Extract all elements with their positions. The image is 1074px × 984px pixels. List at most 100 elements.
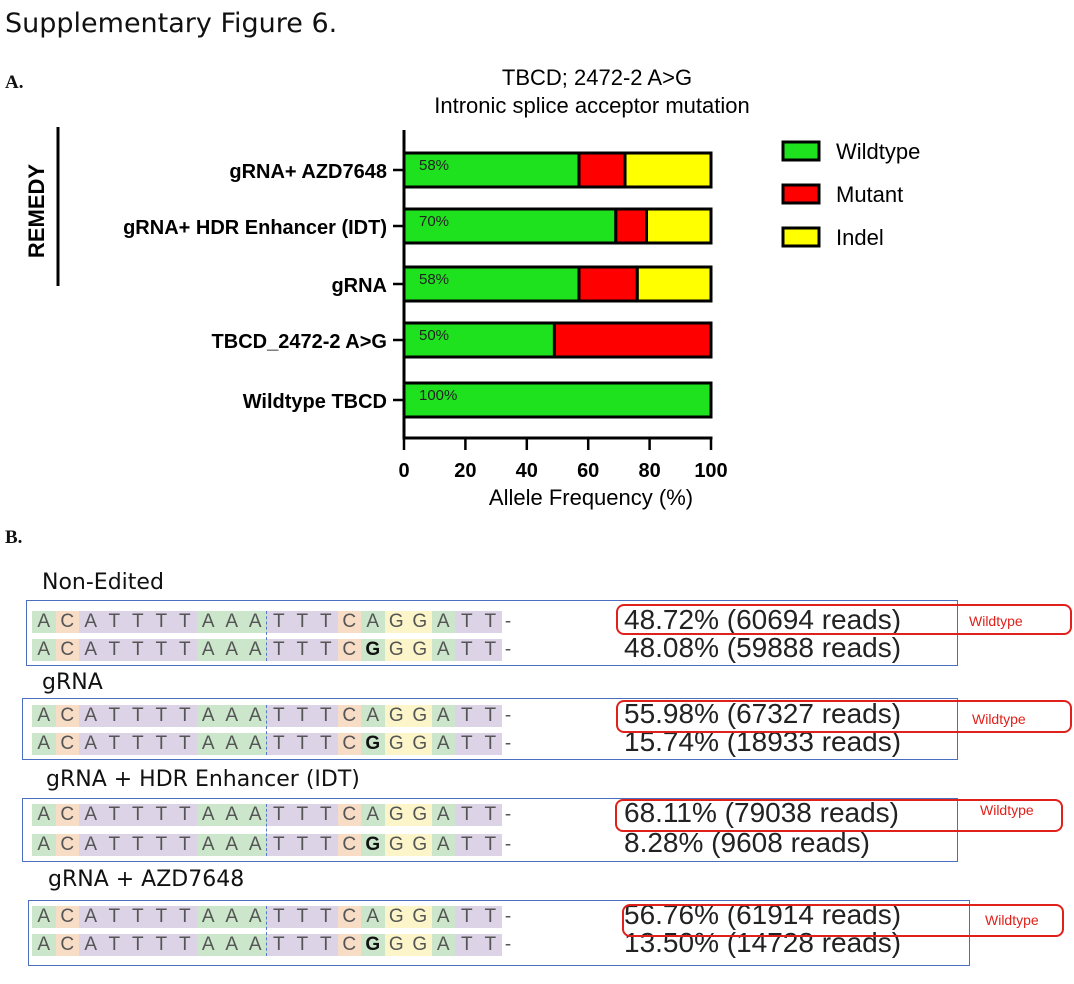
nucleotide: T: [149, 705, 173, 727]
nucleotide: T: [173, 611, 197, 633]
nucleotide: T: [455, 611, 479, 633]
nucleotide: G: [361, 934, 385, 956]
nucleotide: A: [79, 611, 103, 633]
nucleotide: T: [126, 733, 150, 755]
nucleotide: A: [79, 705, 103, 727]
nucleotide: T: [290, 804, 314, 826]
x-tick-label: 100: [694, 460, 727, 482]
nucleotide: C: [337, 639, 361, 661]
nucleotide: T: [173, 906, 197, 928]
nucleotide: T: [149, 934, 173, 956]
nucleotide: C: [55, 804, 79, 826]
nucleotide: A: [431, 804, 455, 826]
group-label: REMEDY: [24, 164, 49, 258]
nucleotide: T: [478, 733, 502, 755]
wildtype-highlight: [616, 700, 1072, 733]
nucleotide: T: [314, 834, 338, 856]
nucleotide: T: [478, 804, 502, 826]
nucleotide: T: [455, 639, 479, 661]
nucleotide: A: [220, 705, 244, 727]
nucleotide: T: [314, 934, 338, 956]
nucleotide: T: [126, 906, 150, 928]
nucleotide: G: [408, 639, 432, 661]
legend-label: Mutant: [836, 182, 903, 207]
bar-data-label: 58%: [419, 157, 449, 174]
nucleotide: A: [32, 906, 56, 928]
nucleotide: C: [55, 611, 79, 633]
nucleotide: C: [55, 733, 79, 755]
legend-swatch: [781, 226, 821, 248]
nucleotide: A: [79, 639, 103, 661]
nucleotide: A: [32, 705, 56, 727]
nucleotide: G: [384, 705, 408, 727]
nucleotide: T: [126, 804, 150, 826]
nucleotide: G: [384, 804, 408, 826]
nucleotide: T: [478, 639, 502, 661]
cut-site-marker: [266, 611, 267, 661]
nucleotide: T: [149, 834, 173, 856]
row-connector: -: [504, 934, 512, 955]
nucleotide: A: [431, 639, 455, 661]
nucleotide: A: [220, 834, 244, 856]
nucleotide: A: [196, 705, 220, 727]
nucleotide: A: [32, 639, 56, 661]
category-label: Wildtype TBCD: [243, 391, 387, 413]
bar-data-label: 58%: [419, 271, 449, 288]
sample-title: gRNA: [42, 670, 103, 695]
nucleotide: T: [267, 705, 291, 727]
nucleotide: A: [243, 804, 267, 826]
nucleotide: A: [220, 804, 244, 826]
nucleotide: C: [337, 906, 361, 928]
nucleotide: G: [384, 611, 408, 633]
row-connector: -: [504, 705, 512, 726]
nucleotide: T: [455, 906, 479, 928]
nucleotide: A: [79, 804, 103, 826]
nucleotide: T: [314, 639, 338, 661]
nucleotide: T: [314, 611, 338, 633]
nucleotide: A: [32, 611, 56, 633]
wildtype-tag: Wildtype: [972, 711, 1026, 727]
bar-data-label: 50%: [419, 327, 449, 344]
nucleotide: A: [79, 934, 103, 956]
wildtype-tag: Wildtype: [969, 613, 1023, 629]
nucleotide: T: [314, 733, 338, 755]
nucleotide: A: [32, 804, 56, 826]
wildtype-highlight: [615, 799, 1063, 832]
nucleotide: A: [196, 733, 220, 755]
sample-title: gRNA + AZD7648: [48, 867, 245, 892]
bar-mutant-1: [614, 207, 649, 245]
nucleotide: T: [267, 834, 291, 856]
nucleotide: A: [243, 733, 267, 755]
sequence-box: [28, 900, 970, 966]
nucleotide: A: [220, 733, 244, 755]
nucleotide: A: [361, 611, 385, 633]
nucleotide: T: [267, 804, 291, 826]
nucleotide: T: [102, 705, 126, 727]
nucleotide: C: [337, 611, 361, 633]
nucleotide: T: [149, 733, 173, 755]
sample-title: gRNA + HDR Enhancer (IDT): [46, 767, 360, 792]
wildtype-read-frequency: 68.11% (79038 reads): [624, 797, 899, 828]
nucleotide: C: [55, 934, 79, 956]
nucleotide: T: [126, 611, 150, 633]
nucleotide: A: [196, 611, 220, 633]
nucleotide: G: [408, 611, 432, 633]
legend-swatch: [781, 140, 821, 162]
nucleotide: C: [55, 834, 79, 856]
bar-wildtype-2: [402, 265, 581, 303]
nucleotide: T: [455, 733, 479, 755]
nucleotide: T: [149, 804, 173, 826]
variant-read-frequency: 8.28% (9608 reads): [624, 827, 870, 858]
row-connector: -: [504, 804, 512, 825]
nucleotide: A: [243, 834, 267, 856]
nucleotide: A: [32, 934, 56, 956]
legend-label: Wildtype: [836, 139, 920, 164]
nucleotide: A: [196, 906, 220, 928]
nucleotide: A: [79, 733, 103, 755]
nucleotide: T: [267, 934, 291, 956]
bar-indel-1: [645, 207, 713, 245]
